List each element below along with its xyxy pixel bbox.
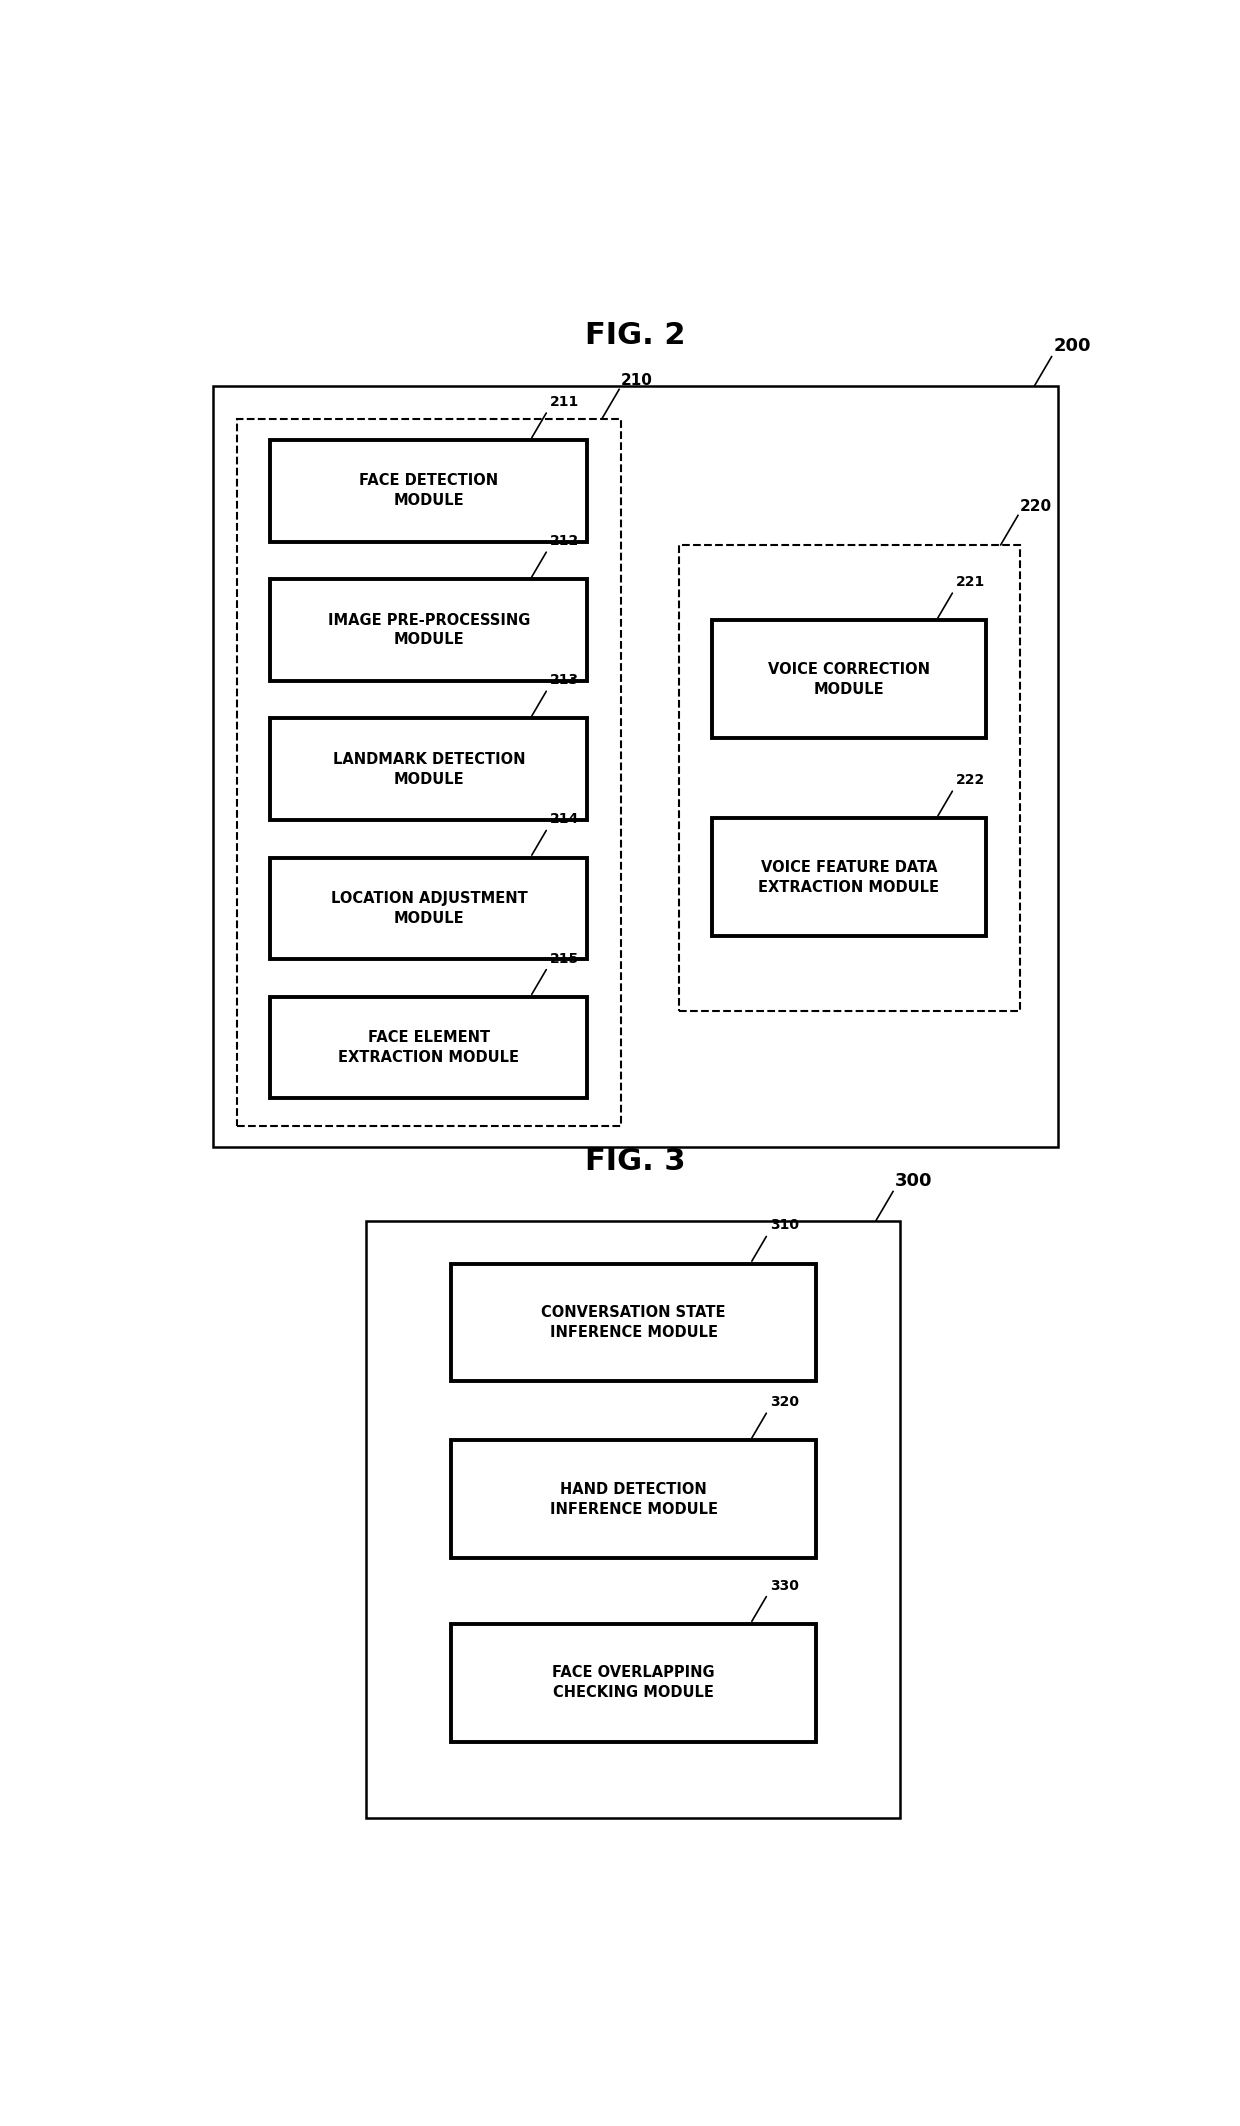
Text: IMAGE PRE-PROCESSING
MODULE: IMAGE PRE-PROCESSING MODULE: [327, 612, 529, 648]
Bar: [451, 1624, 816, 1741]
Bar: [213, 387, 1058, 1148]
Text: 212: 212: [549, 534, 579, 549]
Text: 330: 330: [770, 1580, 799, 1592]
Bar: [270, 857, 588, 959]
Text: FACE DETECTION
MODULE: FACE DETECTION MODULE: [360, 474, 498, 508]
Bar: [270, 440, 588, 542]
Bar: [678, 544, 1019, 1012]
Text: CONVERSATION STATE
INFERENCE MODULE: CONVERSATION STATE INFERENCE MODULE: [542, 1305, 725, 1339]
Text: 221: 221: [956, 574, 985, 589]
Text: 215: 215: [549, 952, 579, 965]
Text: 300: 300: [895, 1171, 932, 1191]
Text: VOICE CORRECTION
MODULE: VOICE CORRECTION MODULE: [768, 661, 930, 697]
Text: FIG. 3: FIG. 3: [585, 1148, 686, 1176]
Text: 220: 220: [1019, 500, 1052, 514]
Text: 211: 211: [549, 395, 579, 408]
Text: 222: 222: [956, 774, 985, 787]
Text: LANDMARK DETECTION
MODULE: LANDMARK DETECTION MODULE: [332, 753, 525, 787]
Bar: [270, 578, 588, 680]
Bar: [712, 819, 986, 935]
Text: 200: 200: [1054, 338, 1091, 355]
Text: FACE OVERLAPPING
CHECKING MODULE: FACE OVERLAPPING CHECKING MODULE: [552, 1665, 715, 1701]
Text: HAND DETECTION
INFERENCE MODULE: HAND DETECTION INFERENCE MODULE: [549, 1482, 718, 1516]
Bar: [451, 1439, 816, 1558]
Text: 213: 213: [549, 674, 579, 687]
Bar: [712, 621, 986, 738]
Bar: [237, 419, 621, 1127]
Text: FACE ELEMENT
EXTRACTION MODULE: FACE ELEMENT EXTRACTION MODULE: [339, 1029, 520, 1065]
Bar: [270, 719, 588, 821]
Text: VOICE FEATURE DATA
EXTRACTION MODULE: VOICE FEATURE DATA EXTRACTION MODULE: [759, 859, 940, 895]
Text: 214: 214: [549, 812, 579, 827]
Text: 210: 210: [621, 372, 653, 387]
Text: LOCATION ADJUSTMENT
MODULE: LOCATION ADJUSTMENT MODULE: [331, 891, 527, 925]
Text: FIG. 2: FIG. 2: [585, 321, 686, 349]
Text: 320: 320: [770, 1395, 799, 1410]
Text: 310: 310: [770, 1218, 799, 1233]
Bar: [367, 1220, 900, 1818]
Bar: [451, 1263, 816, 1382]
Bar: [270, 997, 588, 1099]
